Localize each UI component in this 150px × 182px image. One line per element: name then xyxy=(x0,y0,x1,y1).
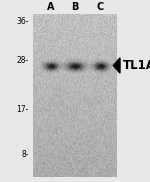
Text: C: C xyxy=(97,2,104,12)
Text: 28-: 28- xyxy=(16,56,28,65)
Text: TL1A: TL1A xyxy=(123,59,150,72)
Text: 17-: 17- xyxy=(16,105,28,114)
Text: B: B xyxy=(71,2,79,12)
Text: A: A xyxy=(47,2,55,12)
Text: 8-: 8- xyxy=(21,150,28,159)
Text: 36-: 36- xyxy=(16,17,28,26)
Polygon shape xyxy=(113,58,120,73)
